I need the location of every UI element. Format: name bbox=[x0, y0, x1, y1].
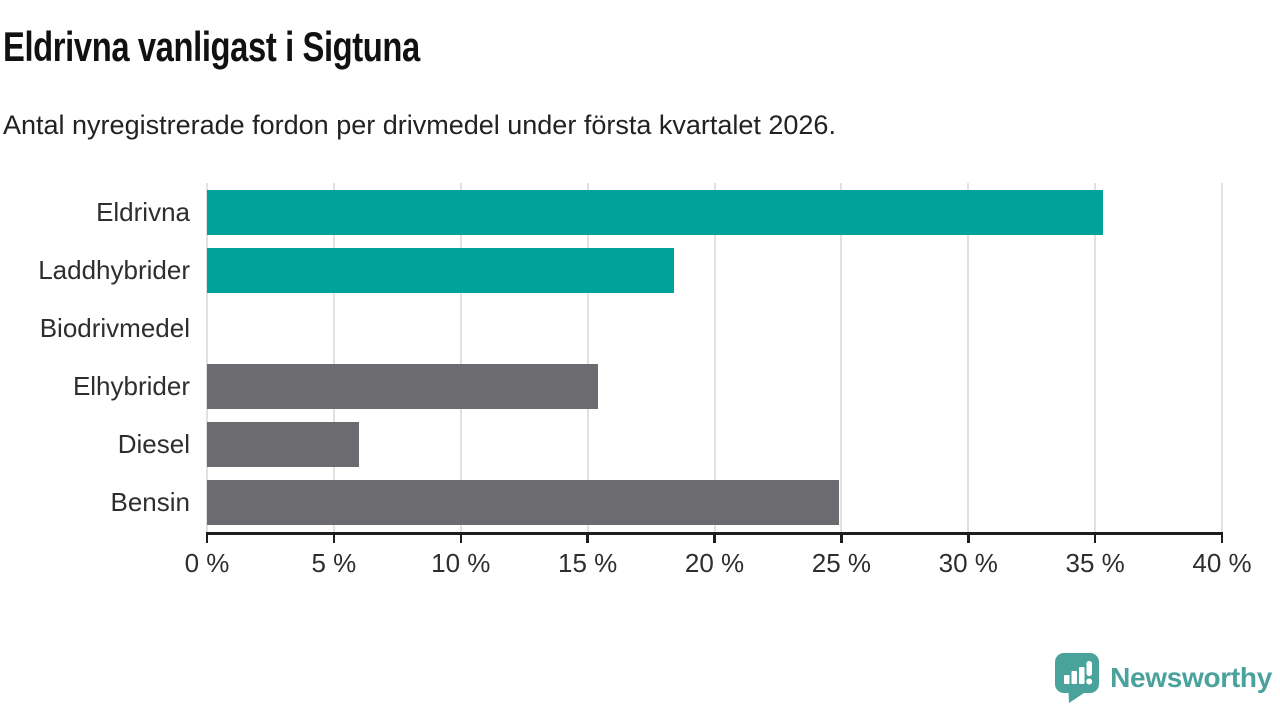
x-tick-label-5: 5 % bbox=[311, 548, 357, 578]
gridline-40 bbox=[1221, 183, 1223, 532]
category-label-laddhybrider: Laddhybrider bbox=[38, 254, 190, 285]
x-tick-40 bbox=[1220, 532, 1224, 543]
gridline-35 bbox=[1094, 183, 1097, 532]
category-label-bensin: Bensin bbox=[110, 487, 191, 518]
bar-elhybrider bbox=[207, 364, 598, 410]
category-label-elhybrider: Elhybrider bbox=[72, 371, 190, 402]
x-tick-label-15: 15 % bbox=[557, 548, 618, 578]
x-tick-label-25: 25 % bbox=[811, 548, 872, 578]
newsworthy-logo: Newsworthy bbox=[1054, 652, 1272, 704]
bar-eldrivna bbox=[207, 189, 1103, 235]
newsworthy-logo-icon bbox=[1055, 653, 1100, 703]
x-tick-label-20: 20 % bbox=[684, 548, 745, 578]
gridline-5 bbox=[332, 183, 335, 532]
gridline-30 bbox=[967, 183, 970, 532]
x-tick-0 bbox=[205, 532, 209, 543]
x-axis: 0 % 5 % 10 % 15 % 20 % 25 % 30 % 35 % 40 % bbox=[185, 532, 1252, 592]
bar-diesel bbox=[207, 422, 360, 468]
chart-subtitle: Antal nyregistrerade fordon per drivmede… bbox=[3, 110, 836, 140]
x-tick-20 bbox=[713, 532, 716, 543]
gridline-15 bbox=[586, 183, 589, 532]
category-label-eldrivna: Eldrivna bbox=[96, 196, 190, 227]
bar-laddhybrider bbox=[207, 247, 674, 293]
x-tick-label-35: 35 % bbox=[1065, 548, 1125, 578]
category-label-biodrivmedel: Biodrivmedel bbox=[39, 312, 190, 343]
category-label-diesel: Diesel bbox=[117, 429, 190, 460]
x-tick-25 bbox=[840, 532, 843, 543]
x-tick-10 bbox=[459, 532, 462, 543]
x-tick-label-10: 10 % bbox=[431, 548, 491, 578]
x-tick-label-0: 0 % bbox=[184, 548, 230, 578]
chart-title: Eldrivna vanligast i Sigtuna bbox=[3, 23, 420, 70]
bar-bensin bbox=[207, 480, 839, 526]
newsworthy-logo-text: Newsworthy bbox=[1110, 662, 1272, 693]
category-axis: Eldrivna Laddhybrider Biodrivmedel Elhybrid… bbox=[0, 183, 190, 532]
x-tick-5 bbox=[332, 532, 336, 543]
x-tick-label-40: 40 % bbox=[1192, 548, 1252, 578]
gridline-25 bbox=[840, 183, 843, 532]
gridline-0 bbox=[206, 183, 208, 532]
x-axis-line bbox=[207, 532, 1222, 535]
x-tick-30 bbox=[967, 532, 970, 543]
gridline-10 bbox=[459, 183, 462, 532]
plot-area bbox=[206, 183, 1223, 532]
x-tick-label-30: 30 % bbox=[938, 548, 998, 578]
x-tick-35 bbox=[1093, 532, 1097, 543]
gridline-20 bbox=[713, 183, 716, 532]
x-tick-15 bbox=[586, 532, 589, 543]
